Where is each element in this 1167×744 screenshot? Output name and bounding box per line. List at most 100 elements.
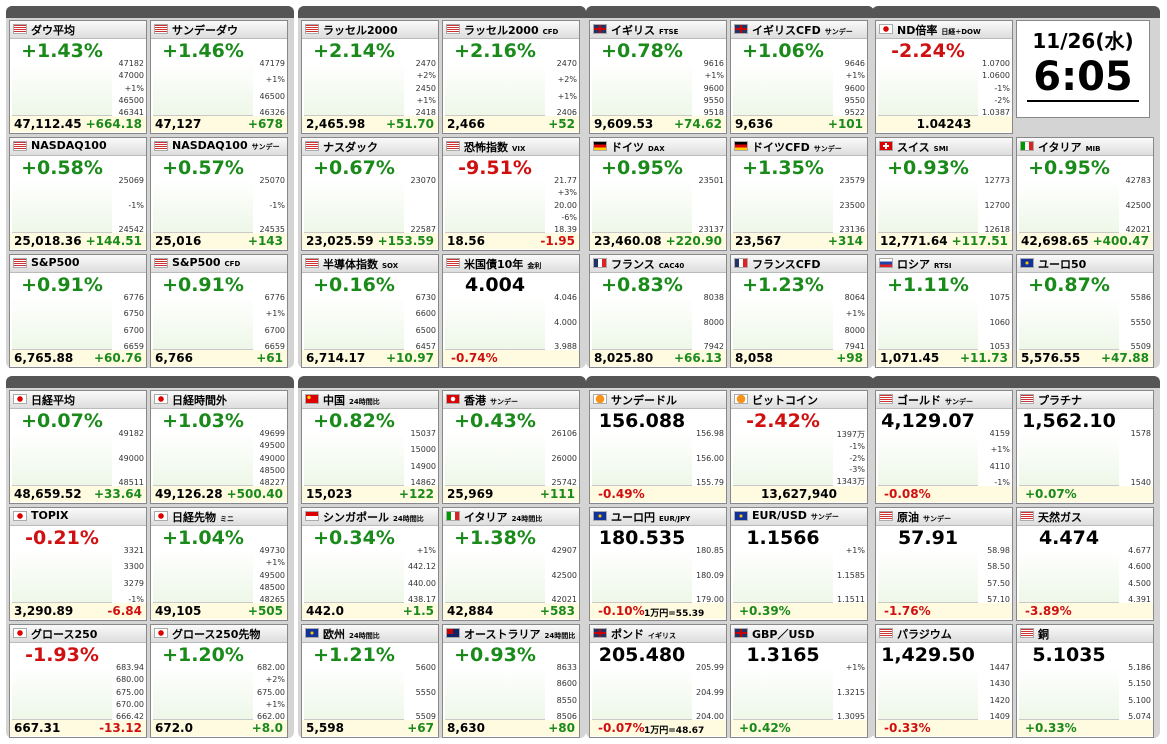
axis-label: 2406 bbox=[556, 107, 577, 117]
axis-labels: 682.00 +2% 675.00 +1% 662.00 bbox=[251, 663, 285, 721]
change-percent: +1.46% bbox=[162, 40, 244, 62]
change-percent: +1.20% bbox=[162, 644, 244, 666]
axis-labels: 12773 12700 12618 bbox=[976, 176, 1010, 234]
tile-header: 欧州 24時間比 bbox=[302, 625, 438, 643]
price: 1,071.45 bbox=[880, 351, 940, 365]
tile-name-text: スイス bbox=[897, 141, 930, 154]
axis-label: 4.500 bbox=[1128, 578, 1151, 588]
market-tile: イタリア 24時間比 42907 42500 42021 42,884 +583 +1.38% bbox=[442, 507, 580, 621]
chart-area bbox=[153, 550, 253, 603]
axis-label: 18.39 bbox=[554, 225, 577, 234]
tile-footer: 1,071.45 +11.73 bbox=[876, 350, 1012, 366]
tile-name-text: NASDAQ100 bbox=[172, 139, 248, 152]
tile-header: ユーロ円 EUR/JPY bbox=[590, 508, 726, 526]
axis-label: 8633 bbox=[556, 663, 577, 672]
tile-name: ビットコイン bbox=[752, 392, 818, 408]
tile-footer: +0.39% bbox=[731, 603, 867, 619]
market-tile: ユーロ円 EUR/JPY 180.85 180.09 179.00 -0.10% 1万円=5… bbox=[589, 507, 727, 621]
tile-footer: 2,466 +52 bbox=[443, 116, 579, 132]
axis-label: -1% bbox=[128, 594, 144, 604]
market-tile: サンデードル 156.98 156.00 155.79 -0.49% 156.088 bbox=[589, 390, 727, 504]
tile-name: ND倍率 日経÷DOW bbox=[897, 22, 981, 38]
flag-icon bbox=[13, 394, 27, 404]
price: 667.31 bbox=[14, 721, 61, 735]
change: +678 bbox=[247, 117, 283, 131]
tile-name: オーストラリア 24時間比 bbox=[464, 626, 575, 642]
tile-name: ラッセル2000 bbox=[323, 22, 398, 38]
axis-label: 4.600 bbox=[1128, 562, 1151, 572]
axis-label: 23070 bbox=[410, 176, 436, 185]
flag-icon bbox=[879, 511, 893, 521]
flag-icon bbox=[593, 258, 607, 268]
change-percent: +0.16% bbox=[313, 274, 395, 296]
change-percent: -0.33% bbox=[884, 721, 931, 735]
market-tile: オーストラリア 24時間比 8633 8600 8550 8506 8,630 +80 +0.9… bbox=[442, 624, 580, 738]
change: +74.62 bbox=[673, 117, 722, 131]
tile-header: EUR/USD サンデー bbox=[731, 508, 867, 526]
tile-header: プラチナ bbox=[1017, 391, 1153, 409]
axis-label: 42500 bbox=[1125, 200, 1151, 210]
axis-labels: 21.77 +3% 20.00 -6% 18.39 bbox=[543, 176, 577, 234]
axis-labels: 205.99 204.99 204.00 bbox=[690, 663, 724, 721]
axis-labels: 2470 +2% 2450 +1% 2418 bbox=[402, 59, 436, 117]
axis-labels: 156.98 156.00 155.79 bbox=[690, 429, 724, 487]
flag-icon bbox=[593, 141, 607, 151]
change: +400.47 bbox=[1092, 234, 1149, 248]
tile-name: イタリア MIB bbox=[1038, 139, 1100, 155]
tile-footer: -1.76% bbox=[876, 603, 1012, 619]
price: 6,714.17 bbox=[306, 351, 366, 365]
axis-label: +1% bbox=[845, 663, 865, 672]
tile-name: サンデーダウ bbox=[172, 22, 238, 38]
tile-header: ナスダック bbox=[302, 138, 438, 156]
chart-area bbox=[304, 433, 404, 486]
axis-label: 8506 bbox=[556, 711, 577, 721]
flag-icon bbox=[1020, 258, 1034, 268]
axis-label: 48500 bbox=[259, 582, 285, 592]
tile-name-text: 中国 bbox=[323, 394, 345, 407]
market-tile: ラッセル2000 CFD 2470 +2% +1% 2406 2,466 +52 +2.16% bbox=[442, 20, 580, 134]
tile-name-text: S&P500 bbox=[172, 256, 221, 269]
axis-labels: 4.677 4.600 4.500 4.391 bbox=[1117, 546, 1151, 604]
tile-name: パラジウム bbox=[897, 626, 952, 642]
axis-label: 1053 bbox=[989, 342, 1010, 351]
axis-label: 3300 bbox=[123, 562, 144, 572]
axis-label: 14900 bbox=[410, 461, 436, 471]
flag-icon bbox=[446, 24, 460, 34]
change: +10.97 bbox=[385, 351, 434, 365]
price: 8,058 bbox=[735, 351, 773, 365]
market-tile: ゴールド サンデー 4159 +1% 4110 -1% -0.08% 4,129.07 bbox=[875, 390, 1013, 504]
tile-name: 天然ガス bbox=[1038, 509, 1082, 525]
chart-area bbox=[12, 297, 112, 350]
axis-label: 4.000 bbox=[554, 317, 577, 327]
market-tile: パラジウム 1447 1430 1420 1409 -0.33% 1,429.50 bbox=[875, 624, 1013, 738]
change-percent: +0.39% bbox=[739, 604, 791, 618]
axis-label: 57.50 bbox=[987, 578, 1010, 588]
axis-label: +1% bbox=[845, 309, 865, 319]
tile-header: 恐怖指数 VIX bbox=[443, 138, 579, 156]
tile-header: グロース250先物 bbox=[151, 625, 287, 643]
flag-icon bbox=[446, 511, 460, 521]
axis-label: 26106 bbox=[551, 429, 577, 438]
axis-label: 6659 bbox=[123, 341, 144, 351]
tile-name-text: 日経平均 bbox=[31, 394, 75, 407]
chart-area bbox=[445, 550, 545, 603]
flag-icon bbox=[734, 258, 748, 268]
market-tile: ロシア RTSI 1075 1060 1053 1,071.45 +11.73 +1.11% bbox=[875, 254, 1013, 368]
axis-label: 4.046 bbox=[554, 293, 577, 302]
axis-labels: 683.94 680.00 675.00 670.00 666.42 bbox=[110, 663, 144, 721]
tile-name: ダウ平均 bbox=[31, 22, 75, 38]
tile-name: 中国 24時間比 bbox=[323, 392, 380, 408]
tile-tag: CFD bbox=[224, 260, 241, 268]
tile-header: ゴールド サンデー bbox=[876, 391, 1012, 409]
tile-footer: 8,025.80 +66.13 bbox=[590, 350, 726, 366]
axis-label: 9550 bbox=[844, 95, 865, 105]
axis-label: 7942 bbox=[703, 342, 724, 351]
clock-time: 6:05 bbox=[1027, 54, 1139, 102]
axis-label: 49500 bbox=[259, 441, 285, 451]
axis-label: 24542 bbox=[118, 225, 144, 234]
price: 2,465.98 bbox=[306, 117, 366, 131]
tile-footer: 23,025.59 +153.59 bbox=[302, 233, 438, 249]
tile-name-text: 香港 bbox=[464, 394, 486, 407]
axis-label: 48511 bbox=[118, 478, 144, 487]
chart-area bbox=[12, 433, 112, 486]
